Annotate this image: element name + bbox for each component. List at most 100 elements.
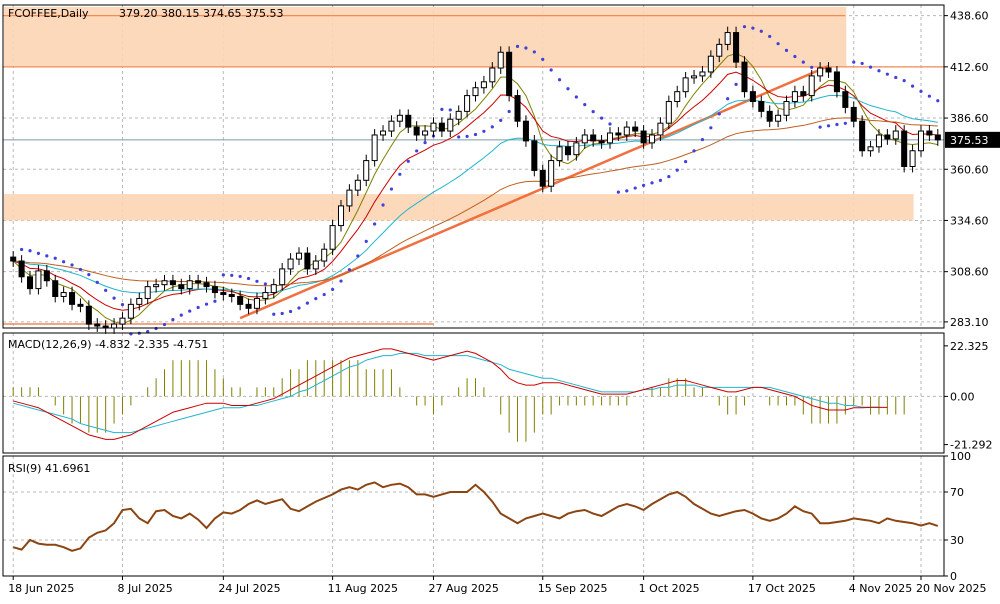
rsi-axis-tick-label: 100	[950, 450, 971, 463]
psar-dot	[583, 103, 587, 107]
psar-dot	[179, 313, 183, 317]
candle-body	[884, 134, 891, 140]
psar-dot	[246, 276, 251, 281]
candle-body	[413, 126, 420, 136]
psar-dot	[885, 72, 889, 76]
psar-dot	[810, 65, 814, 69]
psar-dot	[230, 273, 234, 277]
candle-body	[850, 106, 857, 122]
price-zone	[4, 194, 914, 221]
candle-body	[153, 284, 160, 288]
candle-body	[295, 252, 303, 260]
candle-body	[203, 282, 210, 288]
candle-body	[464, 95, 471, 112]
psar-dot	[221, 273, 225, 277]
psar-dot	[910, 84, 915, 88]
current-price-box	[945, 131, 1000, 148]
psar-dot	[423, 141, 427, 145]
price-axis-tick-label: 283.10	[950, 316, 989, 329]
price-axis-tick-label: 360.60	[950, 163, 989, 176]
candle-body	[640, 130, 647, 144]
candle-body	[253, 297, 260, 309]
psar-dot	[356, 254, 360, 258]
candle-body	[892, 130, 899, 140]
x-axis-tick-label: 17 Oct 2025	[748, 582, 816, 595]
psar-dot	[381, 203, 385, 207]
psar-dot	[146, 329, 150, 334]
psar-dot	[507, 109, 511, 114]
candle-body	[691, 75, 698, 79]
candle-body	[859, 120, 866, 152]
candle-body	[514, 95, 521, 122]
psar-dot	[490, 125, 494, 129]
candle-body	[833, 71, 840, 93]
psar-dot	[700, 137, 705, 142]
overlay-layer	[3, 6, 944, 325]
candle-body	[119, 317, 126, 325]
candle-body	[136, 297, 143, 305]
psar-dot	[238, 274, 242, 279]
candle-body	[77, 303, 84, 307]
psar-dot	[894, 75, 898, 80]
psar-dot	[389, 187, 394, 191]
psar-dot	[793, 54, 797, 59]
candle-body	[346, 189, 353, 207]
psar-dot	[726, 97, 730, 101]
psar-dot	[36, 251, 41, 256]
x-axis-tick-label: 24 Jul 2025	[218, 582, 280, 595]
x-axis-tick-label: 4 Nov 2025	[849, 582, 912, 595]
psar-dot	[415, 149, 419, 153]
psar-dot	[364, 239, 368, 243]
current-price-label: 375.53	[950, 134, 989, 147]
macd-signal-line	[13, 352, 879, 434]
candle-body	[270, 284, 277, 294]
rsi-axis-tick-label: 30	[950, 534, 964, 547]
candle-body	[43, 270, 50, 282]
psar-dot	[78, 267, 83, 272]
candle-body	[657, 122, 664, 136]
candle-body	[648, 134, 656, 144]
x-axis-tick-label: 18 Jun 2025	[8, 582, 74, 595]
candle-body	[220, 292, 227, 296]
psar-dot	[272, 312, 276, 316]
candle-body	[228, 294, 235, 297]
macd-label: MACD(12,26,9) -4.832 -2.335 -4.751	[8, 338, 208, 351]
psar-dot	[465, 134, 469, 138]
psar-dot	[599, 116, 604, 120]
candle-body	[531, 140, 538, 171]
candle-body	[901, 130, 908, 167]
candle-body	[26, 276, 34, 290]
candle-body	[144, 286, 151, 299]
rsi-label: RSI(9) 41.6961	[8, 462, 90, 475]
candle-body	[245, 303, 252, 309]
psar-dot	[95, 280, 99, 284]
candle-body	[287, 258, 294, 270]
macd-axis-tick-label: 0.00	[950, 390, 975, 403]
frame-layer	[2, 4, 948, 580]
candle-body	[590, 134, 597, 142]
candle-body	[60, 292, 67, 297]
psar-dot	[625, 189, 629, 193]
psar-dot	[297, 306, 301, 310]
candle-body	[321, 248, 328, 262]
candle-body	[178, 284, 185, 290]
candle-body	[775, 114, 782, 122]
psar-dot	[322, 292, 326, 297]
candle-body	[783, 101, 790, 116]
psar-dot	[835, 122, 839, 127]
psar-dot	[162, 322, 167, 327]
candle-body	[52, 280, 59, 297]
psar-dot	[826, 124, 831, 128]
macd-axis-tick-label: -21.292	[950, 439, 992, 452]
macd-axis-tick-label: 22.325	[950, 340, 989, 353]
candle-body	[741, 61, 748, 93]
psar-dot	[213, 299, 217, 303]
rsi-axis-tick-label: 0	[950, 570, 957, 583]
candle-body	[665, 101, 672, 124]
price-axis-tick-label: 308.60	[950, 266, 989, 279]
candle-body	[329, 225, 336, 250]
psar-dot	[768, 34, 772, 39]
candle-body	[363, 160, 370, 181]
psar-dot	[70, 263, 74, 267]
